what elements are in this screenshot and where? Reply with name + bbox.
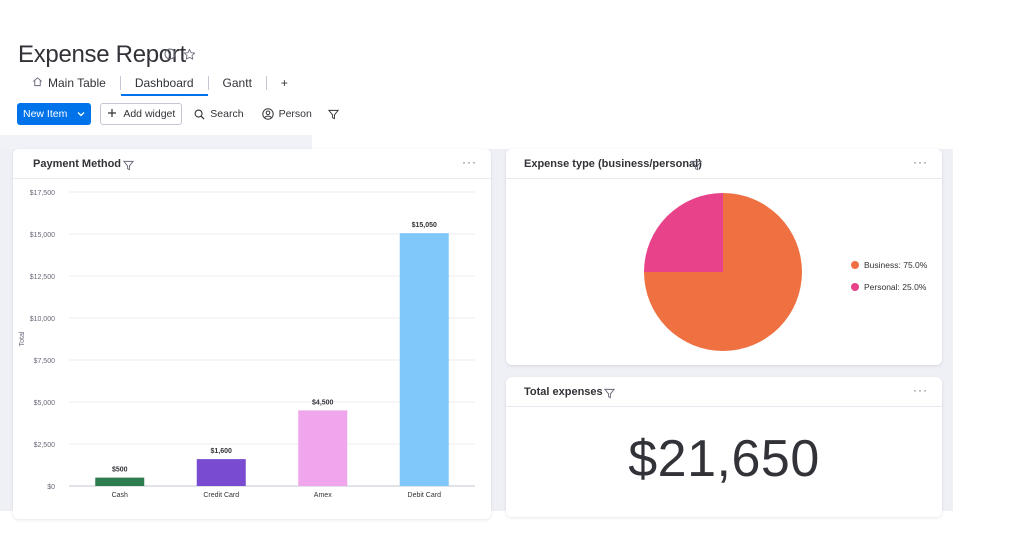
bar-value-label: $15,050	[412, 222, 437, 229]
payment-method-bar-chart: $0 $2,500 $5,000 $7,500 $10,000 $12,500 $15,00…	[19, 190, 475, 499]
bar-value-label: $500	[112, 467, 128, 474]
person-icon	[261, 108, 274, 120]
bar	[95, 477, 145, 486]
plus-icon	[107, 108, 117, 121]
tab-divider	[207, 76, 209, 90]
bar	[196, 459, 246, 486]
widget-title: Total expenses	[524, 386, 603, 398]
x-tick-label: Amex	[314, 492, 332, 499]
bar	[399, 233, 449, 486]
total-expenses-value: $21,650	[628, 430, 820, 488]
bar-value-label: $1,600	[211, 448, 233, 455]
add-view-button[interactable]: +	[267, 72, 302, 94]
new-item-label: New Item	[23, 108, 68, 120]
bar	[298, 410, 348, 486]
add-widget-button[interactable]: Add widget	[100, 103, 183, 125]
y-tick-label: $15,000	[30, 232, 55, 239]
search-label: Search	[210, 108, 244, 120]
add-widget-label: Add widget	[123, 108, 176, 120]
search-icon	[194, 109, 205, 120]
view-tabs: Main Table Dashboard Gantt +	[18, 72, 302, 96]
page-title: Expense Report	[18, 41, 186, 68]
payment-method-widget: Payment Method ··· $0 $2,500 $5,000 $7,500 $…	[13, 149, 491, 519]
filter-icon[interactable]	[690, 158, 703, 171]
more-options-icon[interactable]: ···	[913, 155, 928, 169]
filter-icon	[327, 109, 339, 120]
tab-label: Main Table	[48, 76, 106, 90]
y-tick-label: $0	[47, 484, 55, 491]
tab-gantt[interactable]: Gantt	[209, 72, 266, 94]
x-tick-label: Cash	[112, 492, 128, 499]
tab-label: Dashboard	[134, 76, 194, 90]
tab-divider	[265, 76, 267, 90]
legend-label: Personal: 25.0%	[864, 282, 927, 292]
tab-label: +	[280, 76, 288, 90]
tab-dashboard[interactable]: Dashboard	[120, 72, 208, 96]
widget-header: Payment Method ···	[13, 149, 491, 179]
x-tick-label: Credit Card	[203, 492, 239, 499]
widget-header: Expense type (business/personal) ···	[506, 149, 942, 179]
y-tick-label: $5,000	[34, 400, 56, 407]
more-options-icon[interactable]: ···	[462, 155, 477, 169]
expense-type-pie-chart	[644, 193, 802, 351]
legend-item-business: Business: 75.0%	[851, 260, 927, 270]
star-icon[interactable]	[182, 48, 196, 62]
filter-button[interactable]	[327, 109, 339, 120]
more-options-icon[interactable]: ···	[913, 383, 928, 397]
total-expenses-widget: Total expenses ··· $21,650	[506, 377, 942, 517]
tab-label: Gantt	[222, 76, 252, 90]
info-icon[interactable]	[163, 48, 177, 62]
x-tick-label: Debit Card	[408, 492, 442, 499]
tab-main-table[interactable]: Main Table	[18, 72, 120, 94]
y-axis-label: Total	[19, 331, 26, 346]
pie-slice	[644, 193, 723, 272]
person-label: Person	[278, 108, 312, 120]
y-tick-label: $2,500	[34, 442, 56, 449]
widget-title: Expense type (business/personal)	[524, 158, 702, 170]
board-toolbar: New Item Add widget Search Person	[17, 103, 339, 125]
search-button[interactable]: Search	[194, 108, 244, 120]
filter-icon[interactable]	[122, 158, 135, 171]
y-tick-label: $12,500	[30, 274, 55, 281]
widget-title: Payment Method	[33, 158, 122, 170]
filter-icon[interactable]	[603, 386, 616, 399]
y-tick-label: $10,000	[30, 316, 55, 323]
widget-header: Total expenses ···	[506, 377, 942, 407]
y-tick-label: $7,500	[34, 358, 56, 365]
tab-divider	[119, 76, 121, 90]
dashboard-background-strip	[0, 135, 312, 149]
chevron-down-icon[interactable]	[77, 110, 85, 119]
legend-label: Business: 75.0%	[864, 260, 928, 270]
home-icon	[32, 76, 43, 90]
legend-swatch	[851, 261, 859, 269]
bar-value-label: $4,500	[312, 399, 334, 406]
y-tick-label: $17,500	[30, 190, 55, 197]
legend-swatch	[851, 283, 859, 291]
expense-type-widget: Expense type (business/personal) ··· Bus…	[506, 149, 942, 365]
legend-item-personal: Personal: 25.0%	[851, 282, 926, 292]
person-filter-button[interactable]: Person	[261, 108, 312, 120]
new-item-button[interactable]: New Item	[17, 103, 92, 125]
